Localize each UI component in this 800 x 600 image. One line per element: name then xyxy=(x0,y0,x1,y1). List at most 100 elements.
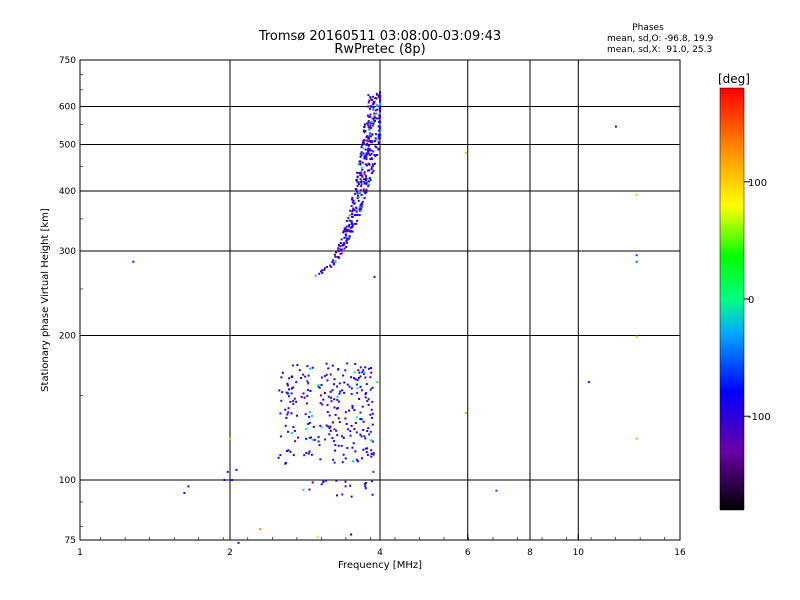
data-point xyxy=(292,402,295,405)
data-point xyxy=(370,439,373,442)
data-point xyxy=(366,122,369,125)
data-point xyxy=(307,382,310,385)
data-point xyxy=(304,375,307,378)
data-point xyxy=(372,95,374,98)
data-point xyxy=(376,381,379,384)
data-point xyxy=(327,395,330,398)
data-point xyxy=(360,202,363,205)
data-point xyxy=(367,162,370,165)
data-point xyxy=(362,152,365,155)
data-point xyxy=(375,105,378,108)
data-point xyxy=(341,435,343,438)
data-point xyxy=(365,383,368,386)
data-point xyxy=(338,382,341,385)
data-point xyxy=(293,397,296,400)
data-point xyxy=(372,452,375,454)
data-point xyxy=(344,480,347,483)
data-point xyxy=(635,254,638,257)
data-point xyxy=(340,252,343,255)
data-point xyxy=(296,414,299,417)
data-point xyxy=(377,141,380,144)
data-point xyxy=(331,389,334,392)
data-point xyxy=(587,381,590,384)
data-point xyxy=(377,94,380,97)
data-point xyxy=(306,394,309,397)
data-point xyxy=(320,376,323,379)
data-point xyxy=(286,450,288,453)
data-point xyxy=(369,388,372,391)
data-point xyxy=(288,377,291,380)
data-point xyxy=(373,162,376,165)
data-point xyxy=(357,369,360,372)
data-point xyxy=(364,130,367,133)
data-point xyxy=(351,215,354,218)
data-point xyxy=(333,406,336,409)
data-point xyxy=(365,182,368,185)
data-point xyxy=(287,411,290,414)
data-point xyxy=(370,455,373,458)
data-point xyxy=(464,152,467,154)
data-point xyxy=(356,219,359,222)
data-point xyxy=(351,405,354,407)
data-point xyxy=(358,172,361,174)
data-point xyxy=(279,435,282,438)
data-point xyxy=(306,380,309,383)
stats-line-x: mean, sd,X: 91.0, 25.3 xyxy=(607,45,712,55)
data-point xyxy=(371,163,374,166)
data-point xyxy=(337,256,340,259)
data-point xyxy=(343,247,346,250)
data-point xyxy=(367,169,370,172)
data-point xyxy=(323,267,326,270)
data-point xyxy=(359,191,362,194)
data-point xyxy=(334,255,337,258)
data-point xyxy=(368,147,371,150)
data-point xyxy=(354,214,357,216)
data-point xyxy=(342,436,345,439)
data-point xyxy=(331,261,334,263)
data-point xyxy=(360,205,363,208)
data-point xyxy=(375,117,378,120)
data-point xyxy=(367,150,369,153)
data-point xyxy=(364,396,367,399)
data-point xyxy=(326,265,328,268)
data-point xyxy=(316,536,319,539)
data-point xyxy=(363,178,365,181)
data-point xyxy=(369,132,371,135)
data-point xyxy=(341,493,344,496)
data-point xyxy=(295,381,298,384)
data-point xyxy=(292,426,295,429)
data-point xyxy=(321,403,324,406)
data-point xyxy=(370,449,373,452)
data-point xyxy=(366,135,369,138)
data-point xyxy=(367,115,370,118)
data-point xyxy=(371,412,374,415)
data-point xyxy=(351,198,353,201)
data-point xyxy=(336,398,339,401)
data-point xyxy=(359,162,362,165)
data-point xyxy=(338,244,340,247)
data-point xyxy=(343,236,346,239)
data-point xyxy=(379,93,381,96)
data-point xyxy=(351,223,354,226)
data-point xyxy=(357,183,360,186)
data-point xyxy=(327,367,330,370)
data-point xyxy=(335,251,338,254)
data-point xyxy=(290,412,293,415)
data-point xyxy=(291,364,294,367)
data-point xyxy=(377,125,380,128)
data-point xyxy=(329,429,332,432)
data-point xyxy=(310,436,313,439)
data-point xyxy=(345,423,348,425)
data-point xyxy=(359,181,362,184)
data-point xyxy=(635,260,638,263)
colorbar-tick-label: 0 xyxy=(748,295,754,306)
data-point xyxy=(339,390,342,393)
data-point xyxy=(356,171,359,174)
data-point xyxy=(330,400,333,403)
data-point xyxy=(363,126,366,128)
data-point xyxy=(292,454,295,457)
data-point xyxy=(379,98,381,101)
data-point xyxy=(331,437,334,439)
data-point xyxy=(379,127,381,130)
data-point xyxy=(333,440,336,443)
